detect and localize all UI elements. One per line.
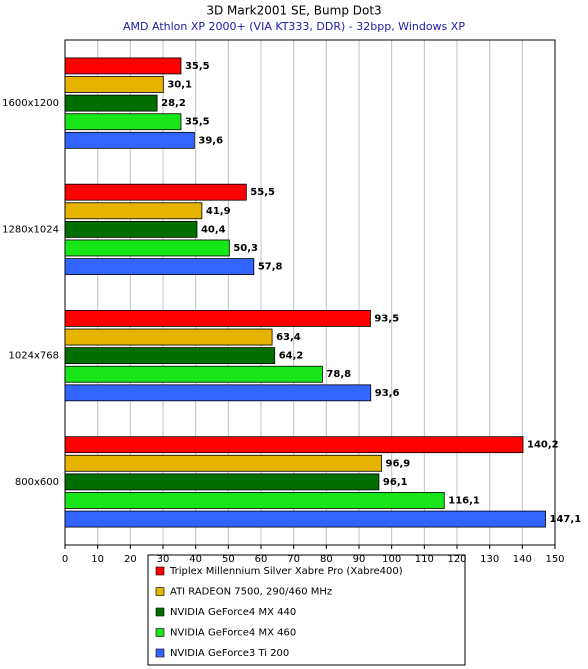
x-tick-label: 90 (353, 554, 366, 565)
bar (64, 310, 371, 327)
value-label: 35,5 (185, 117, 210, 128)
value-label: 116,1 (448, 495, 480, 506)
value-label: 50,3 (233, 243, 258, 254)
value-label: 40,4 (201, 224, 226, 235)
bar (64, 94, 158, 112)
value-label: 96,1 (383, 477, 408, 488)
value-label: 93,6 (375, 388, 400, 399)
value-label: 41,9 (206, 206, 231, 217)
bar (64, 510, 546, 528)
plot-border (64, 39, 556, 546)
value-label: 55,5 (250, 187, 275, 198)
x-tick-label: 0 (62, 554, 68, 565)
value-label: 28,2 (161, 98, 186, 109)
bar (64, 57, 182, 75)
value-label: 96,9 (386, 458, 411, 469)
x-tick-label: 20 (124, 554, 137, 565)
chart-title: 3D Mark2001 SE, Bump Dot3 (206, 4, 381, 18)
value-label: 57,8 (258, 262, 283, 273)
value-label: 63,4 (276, 332, 301, 343)
value-label: 78,8 (326, 369, 351, 380)
bar (64, 365, 323, 383)
x-tick-label: 80 (320, 554, 333, 565)
x-tick-label: 40 (189, 554, 202, 565)
bar (64, 436, 524, 454)
bar (64, 328, 273, 346)
x-tick-label: 60 (255, 554, 268, 565)
x-tick-label: 110 (415, 554, 434, 565)
value-label: 64,2 (279, 351, 304, 362)
x-tick-label: 70 (287, 554, 300, 565)
value-label: 35,5 (185, 61, 210, 72)
legend-swatch (155, 607, 165, 617)
bar (64, 239, 230, 257)
legend-swatch (155, 587, 165, 596)
legend-swatch (155, 628, 165, 637)
x-tick-label: 140 (513, 554, 532, 565)
bar (64, 492, 445, 509)
x-tick-label: 30 (157, 554, 170, 565)
bar (64, 183, 247, 201)
legend-label: Triplex Millennium Silver Xabre Pro (Xab… (169, 566, 403, 577)
bar (64, 347, 276, 365)
y-tick-label: 1600x1200 (2, 98, 59, 109)
bar (64, 384, 372, 402)
x-tick-label: 10 (91, 554, 104, 565)
legend-label: NVIDIA GeForce4 MX 440 (170, 607, 296, 618)
bar (64, 202, 203, 220)
value-label: 30,1 (167, 80, 192, 91)
legend-swatch (155, 566, 165, 576)
legend-label: NVIDIA GeForce4 MX 460 (170, 628, 296, 639)
x-tick-label: 150 (545, 554, 564, 565)
bar (64, 220, 198, 238)
chart-subtitle: AMD Athlon XP 2000+ (VIA KT333, DDR) - 3… (123, 20, 465, 33)
value-label: 147,1 (550, 514, 582, 525)
bar (64, 258, 255, 275)
legend-swatch (155, 648, 165, 658)
x-tick-label: 120 (447, 554, 466, 565)
bar (64, 113, 182, 131)
value-label: 93,5 (374, 313, 399, 324)
legend-label: NVIDIA GeForce3 Ti 200 (170, 648, 289, 659)
value-label: 39,6 (198, 135, 223, 146)
bar (64, 473, 380, 491)
x-tick-label: 130 (480, 554, 499, 565)
x-tick-label: 50 (222, 554, 235, 565)
y-tick-label: 1280x1024 (2, 224, 59, 235)
bar (64, 76, 164, 93)
bar (64, 131, 195, 149)
legend-box (147, 554, 466, 666)
y-tick-label: 1024x768 (9, 351, 59, 362)
legend-label: ATI RADEON 7500, 290/460 MHz (170, 587, 332, 598)
y-tick-label: 800x600 (15, 477, 59, 488)
value-label: 140,2 (527, 440, 559, 451)
bar (64, 454, 382, 472)
x-tick-label: 100 (382, 554, 401, 565)
